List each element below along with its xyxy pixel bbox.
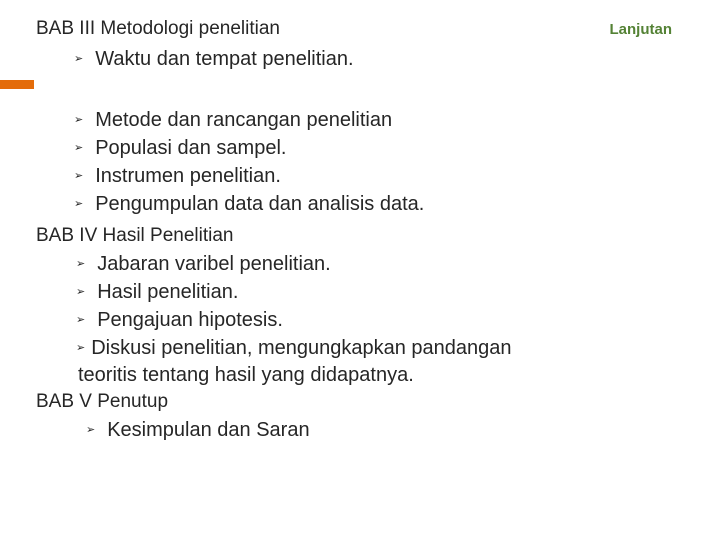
item-text: Instrumen penelitian. — [95, 163, 281, 190]
list-item: ➢ Pengumpulan data dan analisis data. — [74, 191, 720, 218]
continuation-label: Lanjutan — [610, 21, 673, 38]
item-text: Hasil penelitian. — [97, 279, 238, 306]
bullet-icon: ➢ — [76, 257, 85, 272]
item-text: Kesimpulan dan Saran — [107, 417, 309, 444]
item-text: Jabaran varibel penelitian. — [97, 251, 331, 278]
list-item: ➢ Pengajuan hipotesis. — [76, 307, 720, 334]
list-item: ➢ Instrumen penelitian. — [74, 163, 720, 190]
bullet-icon: ➢ — [76, 285, 85, 300]
list-item: ➢ Diskusi penelitian, mengungkapkan pand… — [76, 335, 720, 362]
bullet-icon: ➢ — [74, 52, 83, 67]
item-text: Waktu dan tempat penelitian. — [95, 46, 353, 73]
bullet-icon: ➢ — [74, 113, 83, 128]
bab3-title: BAB III Metodologi penelitian — [36, 18, 280, 40]
bullet-icon: ➢ — [86, 423, 95, 438]
bullet-icon: ➢ — [74, 197, 83, 212]
item-text: Populasi dan sampel. — [95, 135, 286, 162]
item-text-wrap: teoritis tentang hasil yang didapatnya. — [0, 362, 720, 389]
item-text: Diskusi penelitian, mengungkapkan pandan… — [91, 335, 511, 362]
item-text: Pengajuan hipotesis. — [97, 307, 283, 334]
list-item: ➢ Metode dan rancangan penelitian — [74, 107, 720, 134]
list-item: ➢ Waktu dan tempat penelitian. — [74, 46, 720, 73]
item-text: Metode dan rancangan penelitian — [95, 107, 392, 134]
list-item: ➢ Populasi dan sampel. — [74, 135, 720, 162]
item-text: Pengumpulan data dan analisis data. — [95, 191, 424, 218]
bullet-icon: ➢ — [74, 141, 83, 156]
list-item: ➢ Jabaran varibel penelitian. — [76, 251, 720, 278]
bullet-icon: ➢ — [76, 313, 85, 328]
accent-bar — [0, 80, 34, 89]
list-item: ➢ Hasil penelitian. — [76, 279, 720, 306]
bab4-title: BAB IV Hasil Penelitian — [0, 219, 720, 251]
bab5-title: BAB V Penutup — [0, 389, 720, 417]
list-item: ➢ Kesimpulan dan Saran — [86, 417, 720, 444]
bullet-icon: ➢ — [74, 169, 83, 184]
bullet-icon: ➢ — [76, 341, 85, 356]
